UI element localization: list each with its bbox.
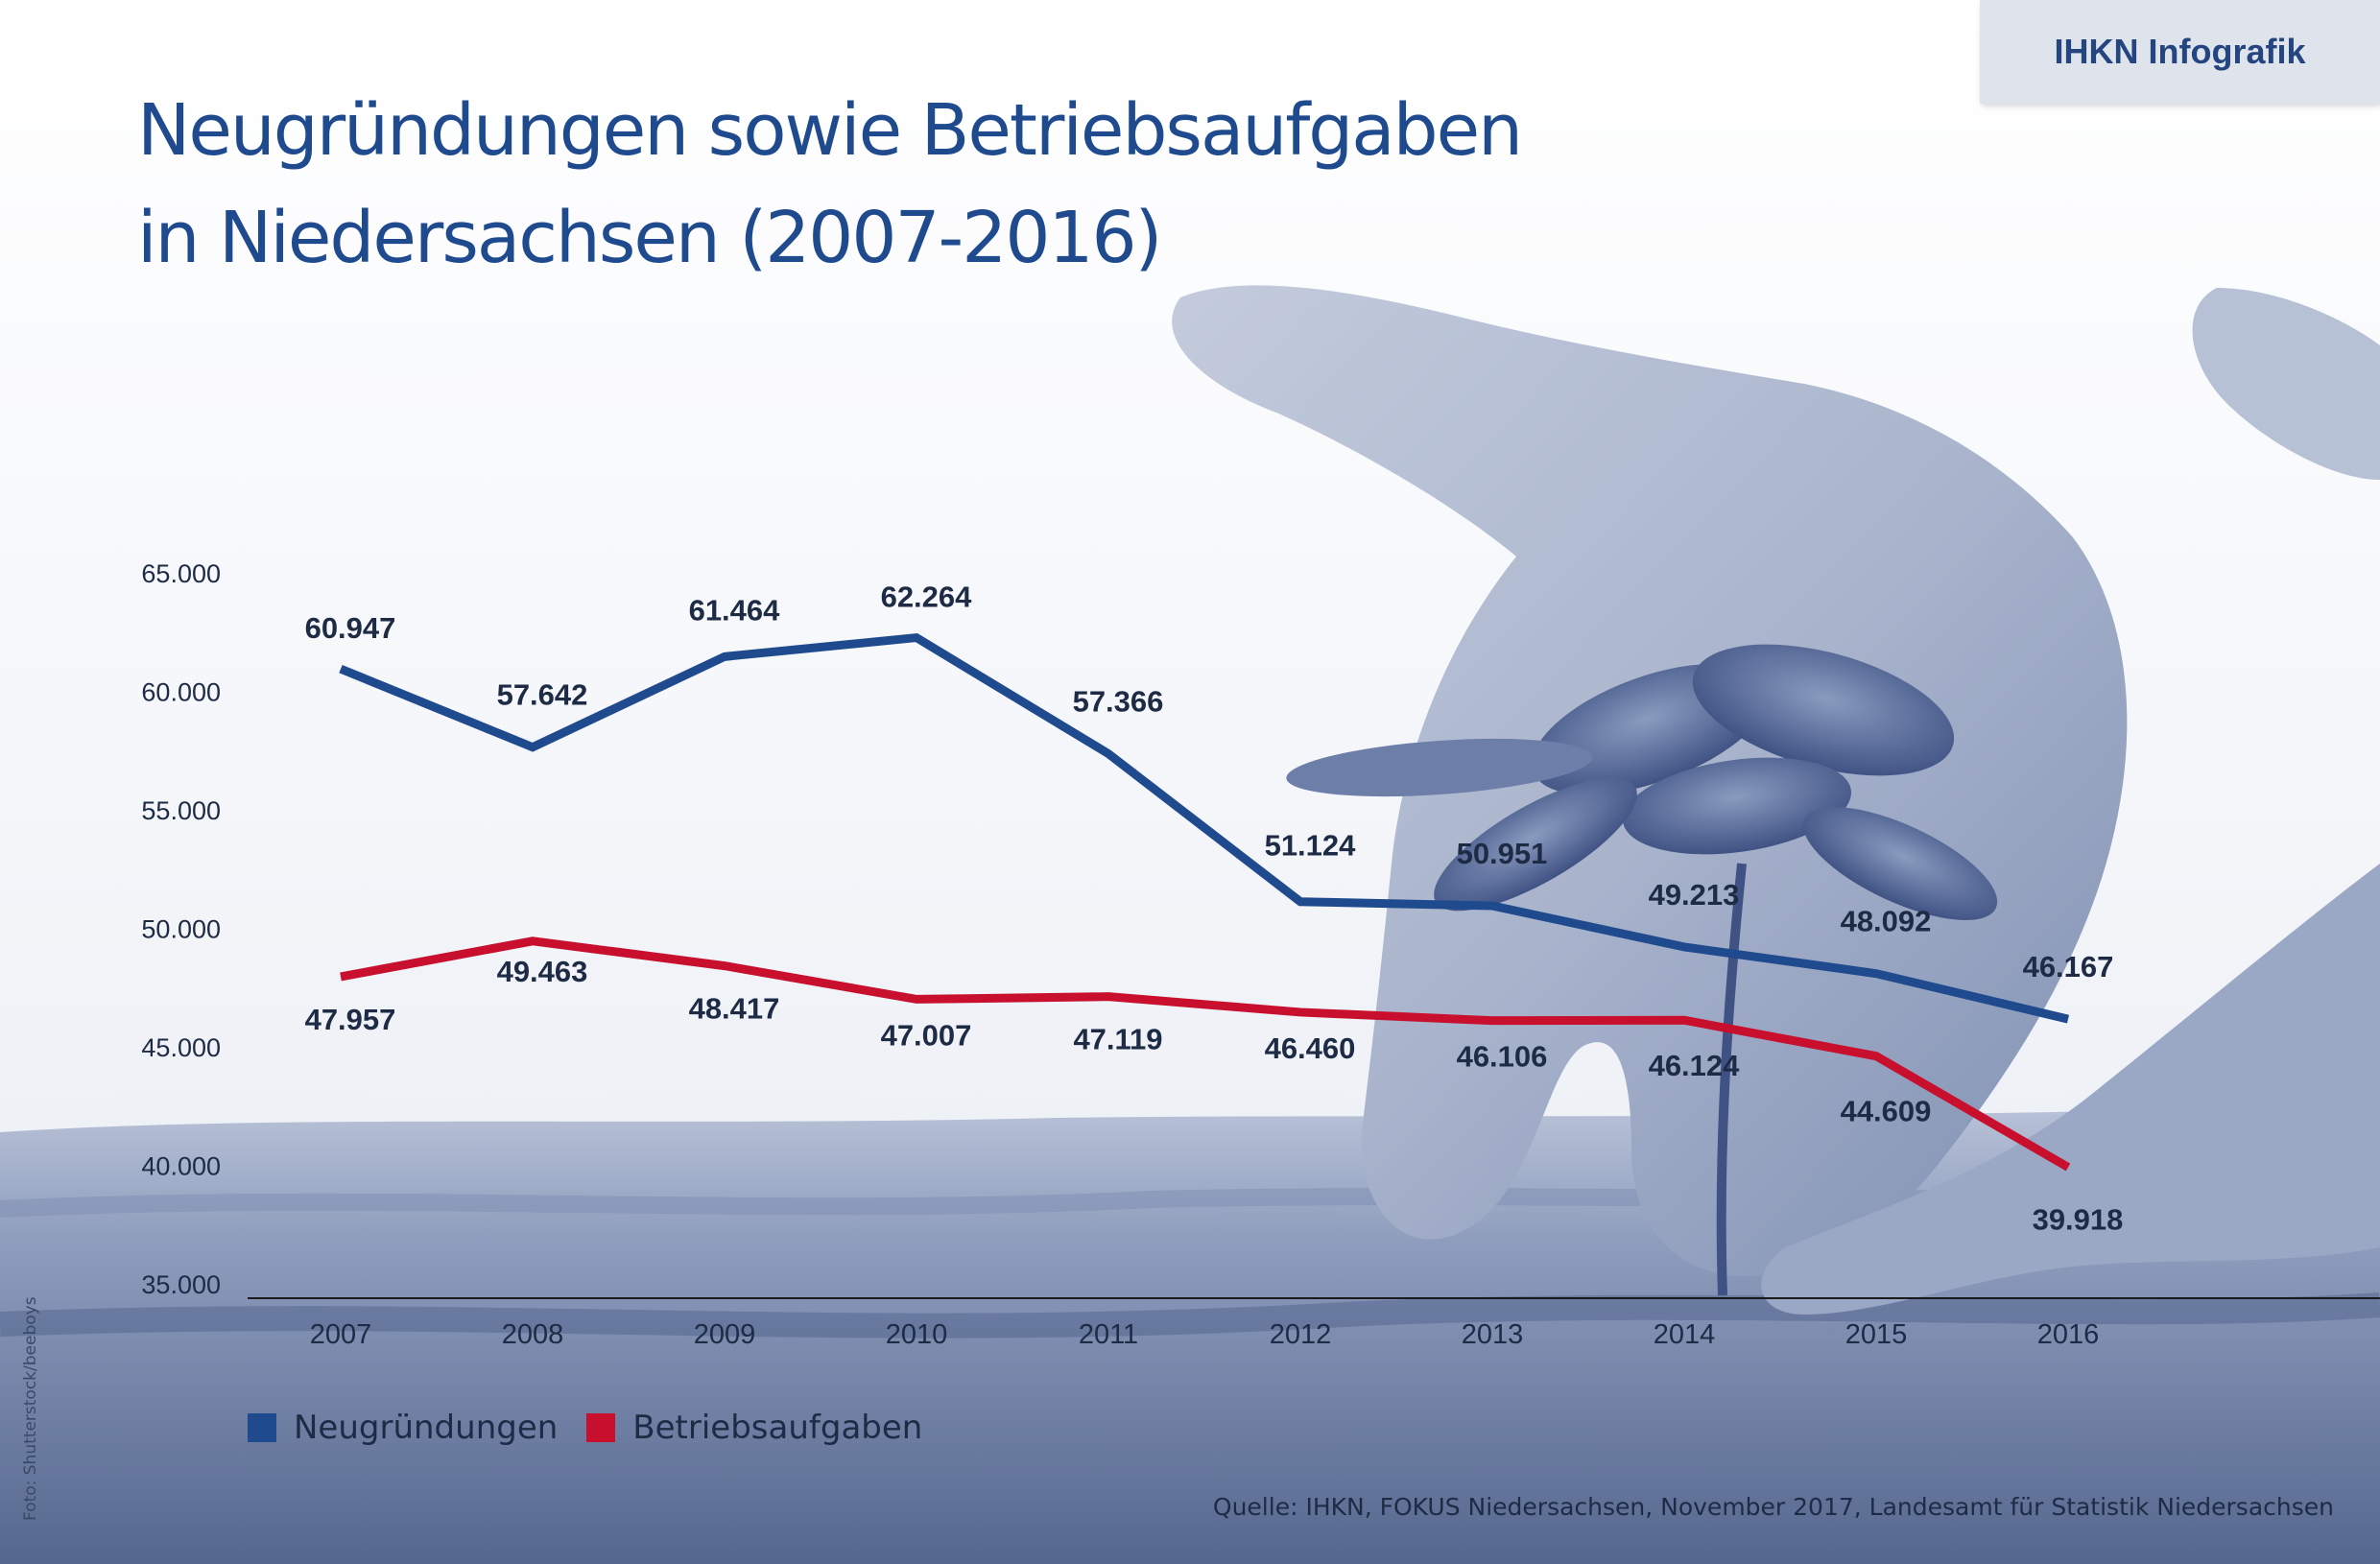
legend-label-betriebsaufgaben: Betriebsaufgaben <box>632 1409 923 1447</box>
x-tick-label: 2009 <box>694 1319 756 1350</box>
y-tick-label: 65.000 <box>141 559 221 588</box>
series-line-neugruendungen <box>339 632 2070 1024</box>
x-tick-label: 2016 <box>2037 1319 2100 1350</box>
badge-label: IHKN Infografik <box>2054 32 2306 71</box>
x-tick-label: 2013 <box>1462 1319 1524 1350</box>
legend-item-betriebsaufgaben: Betriebsaufgaben <box>586 1409 922 1447</box>
x-tick-label: 2015 <box>1845 1319 1908 1350</box>
photo-credit: Foto: Shutterstock/beeboys <box>21 1296 40 1521</box>
legend: Neugründungen Betriebsaufgaben <box>248 1409 951 1447</box>
data-label: 60.947 <box>305 611 396 645</box>
x-tick-label: 2007 <box>310 1319 372 1350</box>
chart-title: Neugründungen sowie Betriebsaufgaben in … <box>137 77 1673 292</box>
title-line-2: in Niedersachsen (2007-2016) <box>137 197 1162 279</box>
infografik-badge: IHKN Infografik <box>1980 0 2380 104</box>
data-label: 48.417 <box>689 992 780 1026</box>
data-label: 61.464 <box>689 593 781 627</box>
y-tick-label: 55.000 <box>141 796 221 825</box>
y-tick-label: 50.000 <box>141 915 221 944</box>
legend-item-neugruendungen: Neugründungen <box>248 1409 558 1447</box>
data-label: 49.213 <box>1649 878 1740 912</box>
data-label: 46.124 <box>1649 1049 1741 1082</box>
data-label: 47.119 <box>1073 1023 1162 1056</box>
legend-swatch-betriebsaufgaben <box>586 1413 616 1442</box>
x-tick-label: 2014 <box>1654 1319 1716 1350</box>
data-label: 57.642 <box>497 678 588 712</box>
data-label: 46.460 <box>1265 1031 1356 1065</box>
x-tick-label: 2012 <box>1270 1319 1332 1350</box>
title-line-1: Neugründungen sowie Betriebsaufgaben <box>137 89 1523 172</box>
data-label: 44.609 <box>1841 1095 1932 1128</box>
x-tick-label: 2011 <box>1079 1319 1138 1350</box>
source-note: Quelle: IHKN, FOKUS Niedersachsen, Novem… <box>1212 1493 2334 1521</box>
legend-label-neugruendungen: Neugründungen <box>294 1409 559 1447</box>
data-label: 50.951 <box>1457 837 1548 870</box>
data-label: 57.366 <box>1073 685 1164 719</box>
y-tick-label: 45.000 <box>141 1033 221 1062</box>
data-label: 47.957 <box>305 1003 396 1036</box>
data-label: 48.092 <box>1841 905 1932 938</box>
data-label: 39.918 <box>2033 1203 2124 1237</box>
data-label: 49.463 <box>497 955 588 988</box>
data-label: 47.007 <box>881 1018 972 1052</box>
data-label: 46.167 <box>2023 950 2114 983</box>
data-label: 62.264 <box>881 581 973 614</box>
y-tick-label: 35.000 <box>141 1270 221 1299</box>
data-label: 46.106 <box>1457 1040 1548 1074</box>
x-tick-label: 2008 <box>502 1319 564 1350</box>
series-line-betriebsaufgaben <box>340 936 2071 1172</box>
legend-swatch-neugruendungen <box>248 1413 276 1442</box>
y-tick-label: 40.000 <box>141 1152 221 1181</box>
y-tick-label: 60.000 <box>141 678 221 707</box>
x-tick-label: 2010 <box>886 1319 948 1350</box>
data-label: 51.124 <box>1265 829 1357 863</box>
